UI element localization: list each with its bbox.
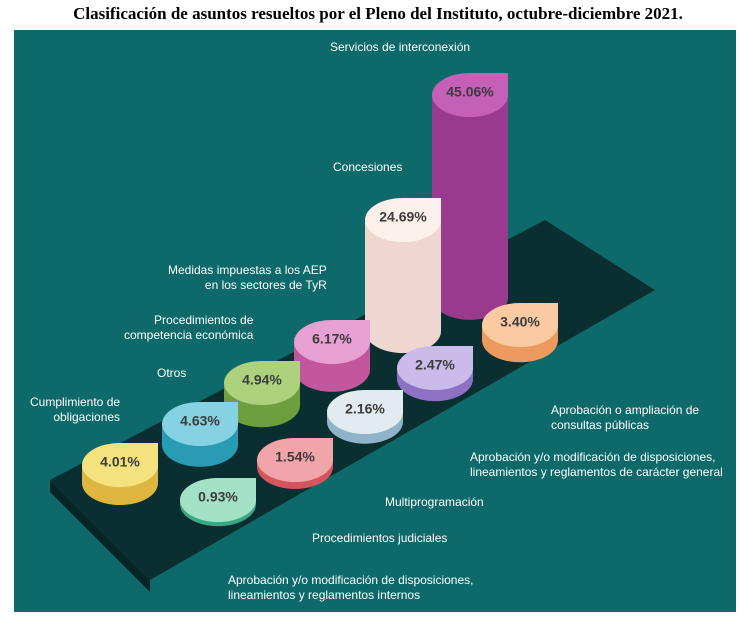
category-label: Concesiones <box>333 160 403 174</box>
bar <box>365 220 441 354</box>
category-label: Procedimientos judiciales <box>312 531 448 545</box>
category-label: Multiprogramación <box>385 495 484 509</box>
category-label: Servicios de interconexión <box>330 40 471 54</box>
bar-top <box>162 402 238 446</box>
category-label: Aprobación y/o modificación de disposici… <box>470 450 723 479</box>
value-label: 2.16% <box>345 401 385 417</box>
value-label: 0.93% <box>198 489 238 505</box>
bar-top <box>365 198 441 242</box>
category-label: Procedimientos de competencia económica <box>124 313 254 342</box>
category-label: Medidas impuestas a los AEP en los secto… <box>168 263 327 292</box>
bar-top <box>397 346 473 390</box>
value-label: 6.17% <box>312 331 352 347</box>
value-label: 24.69% <box>379 209 427 225</box>
bar <box>432 95 508 320</box>
value-label: 3.40% <box>500 314 540 330</box>
bar-top <box>224 361 300 405</box>
value-label: 1.54% <box>275 449 315 465</box>
value-label: 45.06% <box>446 84 494 100</box>
category-label: Aprobación o ampliación de consultas púb… <box>551 403 700 432</box>
bar-top <box>294 320 370 364</box>
category-label: Aprobación y/o modificación de disposici… <box>228 573 474 602</box>
category-label: Cumplimiento de obligaciones <box>30 395 121 424</box>
bar-top <box>180 478 256 522</box>
bar-top <box>82 443 158 487</box>
platform-edge <box>50 480 150 592</box>
value-label: 4.63% <box>180 413 220 429</box>
chart-title: Clasificación de asuntos resueltos por e… <box>73 4 683 23</box>
value-label: 4.94% <box>242 372 282 388</box>
value-label: 4.01% <box>100 454 140 470</box>
category-label: Otros <box>157 366 187 380</box>
bar-top <box>482 303 558 347</box>
bar-top <box>432 73 508 117</box>
value-label: 2.47% <box>415 357 455 373</box>
bar-top <box>257 438 333 482</box>
bar-top <box>327 390 403 434</box>
